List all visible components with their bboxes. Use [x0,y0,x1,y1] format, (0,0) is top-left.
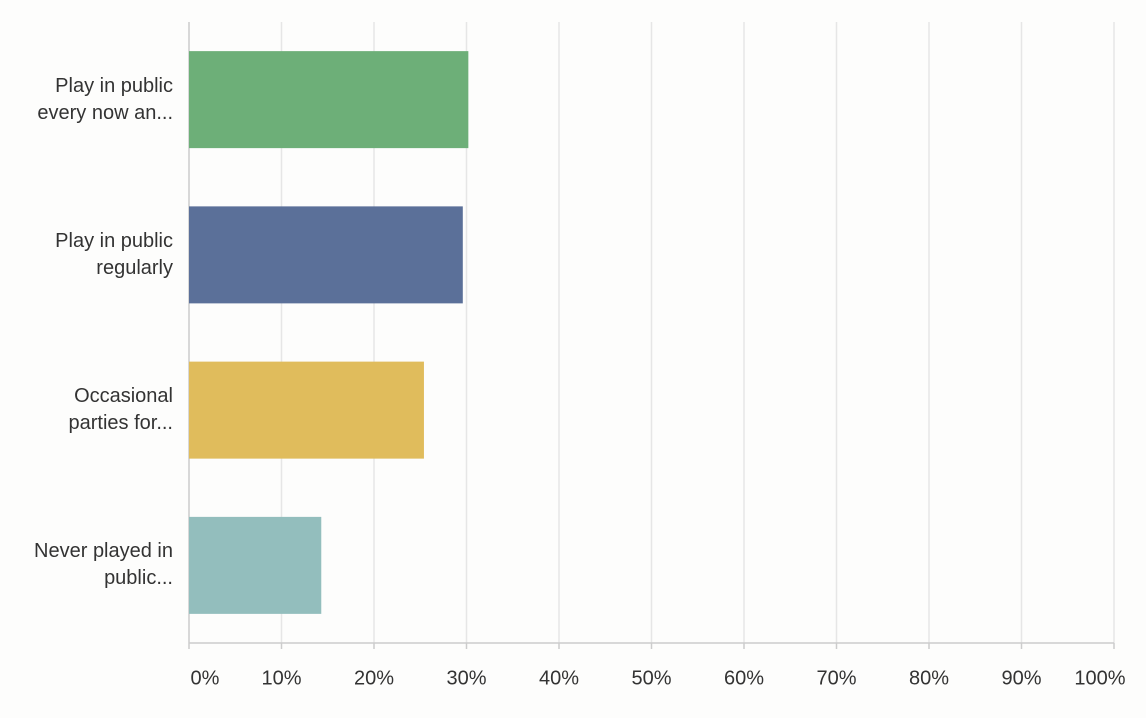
y-tick-label: Play in public every now an... [37,74,173,124]
x-tick-label: 10% [261,667,301,689]
x-tick-label: 80% [909,667,949,689]
x-tick-label: 20% [354,667,394,689]
y-tick-label: Play in public regularly [55,229,173,279]
x-tick-label: 70% [816,667,856,689]
bar [189,206,463,304]
y-tick-label: Occasional parties for... [68,385,174,435]
x-tick-label: 0% [191,667,220,689]
bar [189,51,469,149]
x-tick-label: 90% [1001,667,1041,689]
x-tick-label: 100% [1074,667,1125,689]
bar [189,516,322,614]
x-tick-label: 40% [539,667,579,689]
x-tick-label: 30% [446,667,486,689]
x-tick-label: 50% [631,667,671,689]
y-tick-label: Never played in public... [34,540,173,590]
x-tick-label: 60% [724,667,764,689]
bar [189,361,424,459]
